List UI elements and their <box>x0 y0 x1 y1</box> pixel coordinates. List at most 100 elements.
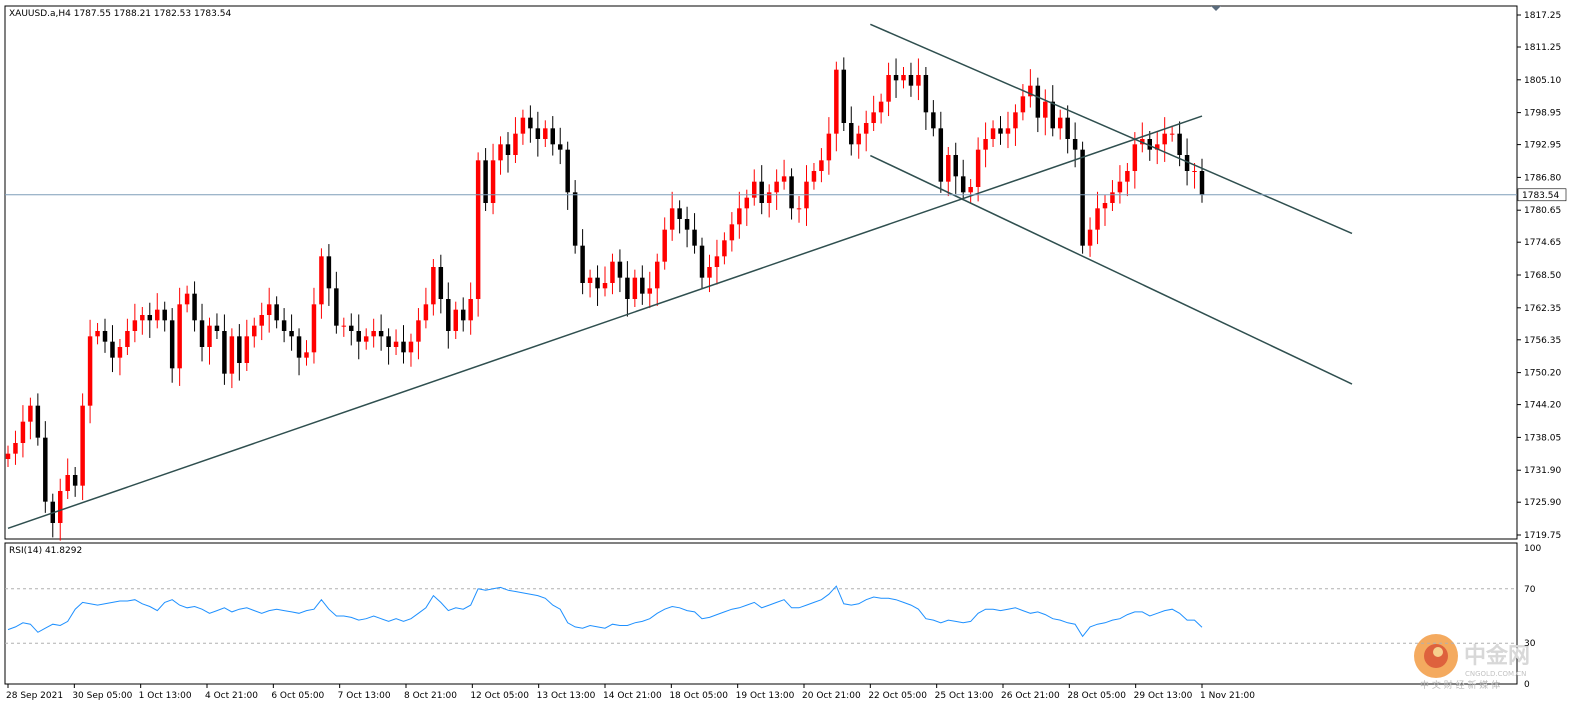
trend-layer <box>7 23 1353 530</box>
candle-body <box>543 128 548 139</box>
candle-body <box>244 336 250 363</box>
candle-body <box>856 133 861 145</box>
rsi-panel[interactable] <box>4 542 1518 685</box>
watermark-brand: 中金网 <box>1464 643 1530 669</box>
candle-body <box>169 320 175 369</box>
time-tick-label: 6 Oct 05:00 <box>271 691 324 701</box>
price-panel[interactable] <box>4 5 1518 540</box>
candle-body <box>184 293 190 305</box>
candle-body <box>699 245 705 278</box>
price-tick-label: 1805.10 <box>1524 76 1561 86</box>
candle-body <box>490 160 496 203</box>
candle-body <box>1192 171 1197 172</box>
candle-body <box>125 331 130 347</box>
candle-body <box>214 325 220 331</box>
time-tick-label: 25 Oct 13:00 <box>935 691 994 701</box>
time-tick-label: 1 Nov 21:00 <box>1200 691 1255 701</box>
time-tick-label: 4 Oct 21:00 <box>205 691 258 701</box>
candle-body <box>535 128 541 139</box>
candle-body <box>557 144 563 150</box>
candle-body <box>65 475 70 491</box>
candle-body <box>1043 101 1048 118</box>
watermark-tagline: 中 文 财 经 新 媒 体 <box>1420 679 1500 691</box>
candle-body <box>595 277 600 289</box>
candle-body <box>438 267 444 299</box>
candle-body <box>1184 155 1190 171</box>
candle-body <box>1035 85 1041 118</box>
candle-body <box>871 112 876 123</box>
candle-body <box>95 331 100 337</box>
candle-body <box>1177 133 1182 155</box>
price-tick-label: 1774.65 <box>1524 238 1561 248</box>
candle-body <box>378 331 384 337</box>
candle-body <box>334 288 339 326</box>
time-axis: 28 Sep 2021 30 Sep 05:00 1 Oct 13:00 4 Oct … <box>6 684 1255 701</box>
candle-body <box>162 309 167 321</box>
candle-body <box>1125 171 1130 182</box>
shift-marker-icon[interactable] <box>1211 6 1221 11</box>
price-tick-label: 1811.25 <box>1524 43 1561 53</box>
time-tick-label: 19 Oct 13:00 <box>736 691 795 701</box>
rsi-tick-label: 0 <box>1524 680 1530 690</box>
candle-body <box>13 443 18 454</box>
candle-body <box>602 283 608 289</box>
candle-body <box>289 331 294 337</box>
candle-body <box>446 299 451 331</box>
candle-body <box>252 325 257 337</box>
candle-body <box>386 336 391 347</box>
candle-body <box>453 309 458 331</box>
price-tick-label: 1798.95 <box>1524 109 1561 119</box>
trendline <box>870 154 1353 385</box>
current-price-label: 1783.54 <box>1522 191 1559 201</box>
candle-body <box>475 160 481 299</box>
candle-body <box>460 309 466 321</box>
time-tick-label: 26 Oct 21:00 <box>1001 691 1060 701</box>
candle-body <box>20 421 26 443</box>
candle-body <box>707 267 712 278</box>
candle-body <box>1162 133 1167 145</box>
candle-body <box>1110 192 1115 203</box>
time-tick-label: 7 Oct 13:00 <box>338 691 391 701</box>
candle-body <box>296 336 302 358</box>
candle-body <box>281 320 287 331</box>
candle-body <box>1072 139 1078 150</box>
candle-body <box>43 437 48 502</box>
candle-body <box>677 208 682 219</box>
candle-body <box>1154 144 1160 150</box>
candle-body <box>923 75 929 113</box>
candle-body <box>983 139 988 150</box>
candle-body <box>960 176 966 193</box>
rsi-tick-label: 30 <box>1524 639 1536 649</box>
candle-body <box>177 304 182 369</box>
price-tick-label: 1738.05 <box>1524 433 1561 443</box>
candle-body <box>684 219 690 230</box>
candle-body <box>274 304 279 321</box>
candle-body <box>102 331 108 342</box>
candle-body <box>237 336 242 363</box>
candle-body <box>550 128 556 145</box>
candle-body <box>520 117 526 134</box>
candle-body <box>349 325 354 331</box>
candles-layer <box>5 57 1205 541</box>
candle-body <box>80 405 85 486</box>
time-tick-label: 18 Oct 05:00 <box>669 691 728 701</box>
candle-body <box>819 160 824 171</box>
candle-body <box>431 267 436 305</box>
candle-body <box>199 320 205 347</box>
candle-body <box>192 293 197 321</box>
candle-body <box>968 187 973 193</box>
candle-body <box>513 133 518 155</box>
time-tick-label: 28 Oct 05:00 <box>1067 691 1126 701</box>
time-tick-label: 14 Oct 21:00 <box>603 691 662 701</box>
candle-body <box>744 197 750 209</box>
rsi-tick-label: 100 <box>1524 544 1541 554</box>
candle-body <box>57 491 63 523</box>
trendline <box>7 115 1203 530</box>
candle-body <box>849 123 854 145</box>
candle-body <box>408 341 414 353</box>
price-tick-label: 1786.80 <box>1524 173 1561 183</box>
candle-body <box>737 208 742 225</box>
candle-body <box>147 315 153 321</box>
chart-header: XAUUSD.a,H4 1787.55 1788.21 1782.53 1783… <box>9 9 231 19</box>
candle-body <box>826 133 832 161</box>
